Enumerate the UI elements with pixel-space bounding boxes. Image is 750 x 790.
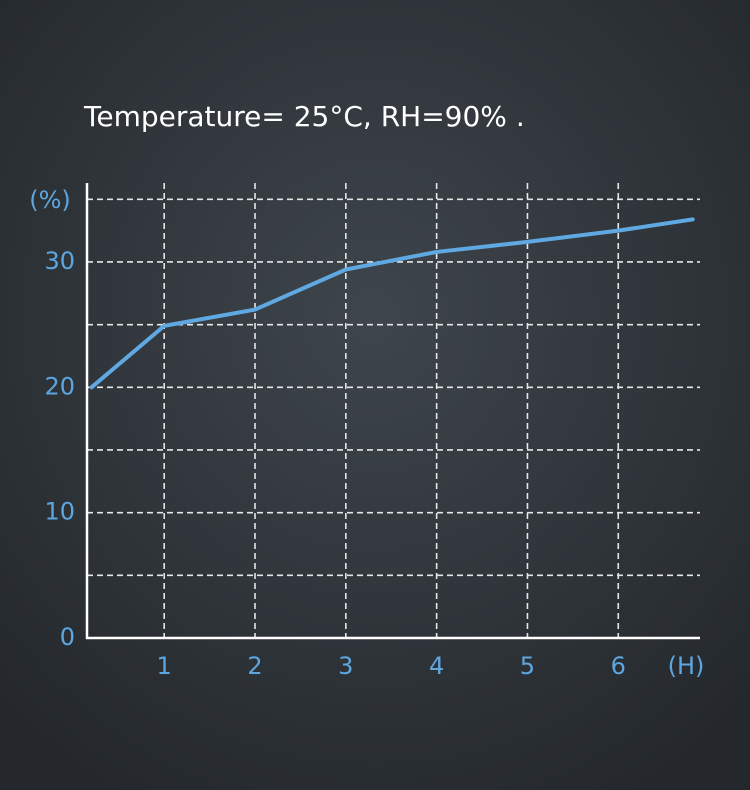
chart-title: Temperature= 25°C, RH=90% . [83, 100, 525, 133]
y-tick-label: 0 [60, 623, 75, 651]
x-tick-label: 5 [520, 652, 535, 680]
x-tick-label: 2 [247, 652, 262, 680]
x-tick-label: 4 [429, 652, 444, 680]
y-axis-label: (%) [29, 186, 71, 214]
y-tick-label: 30 [44, 247, 75, 275]
x-axis-label: (H) [668, 652, 705, 680]
x-tick-label: 6 [611, 652, 626, 680]
y-tick-label: 10 [44, 498, 75, 526]
data-line [89, 217, 695, 390]
x-tick-label: 1 [157, 652, 172, 680]
y-tick-label: 20 [44, 372, 75, 400]
x-tick-label: 3 [338, 652, 353, 680]
